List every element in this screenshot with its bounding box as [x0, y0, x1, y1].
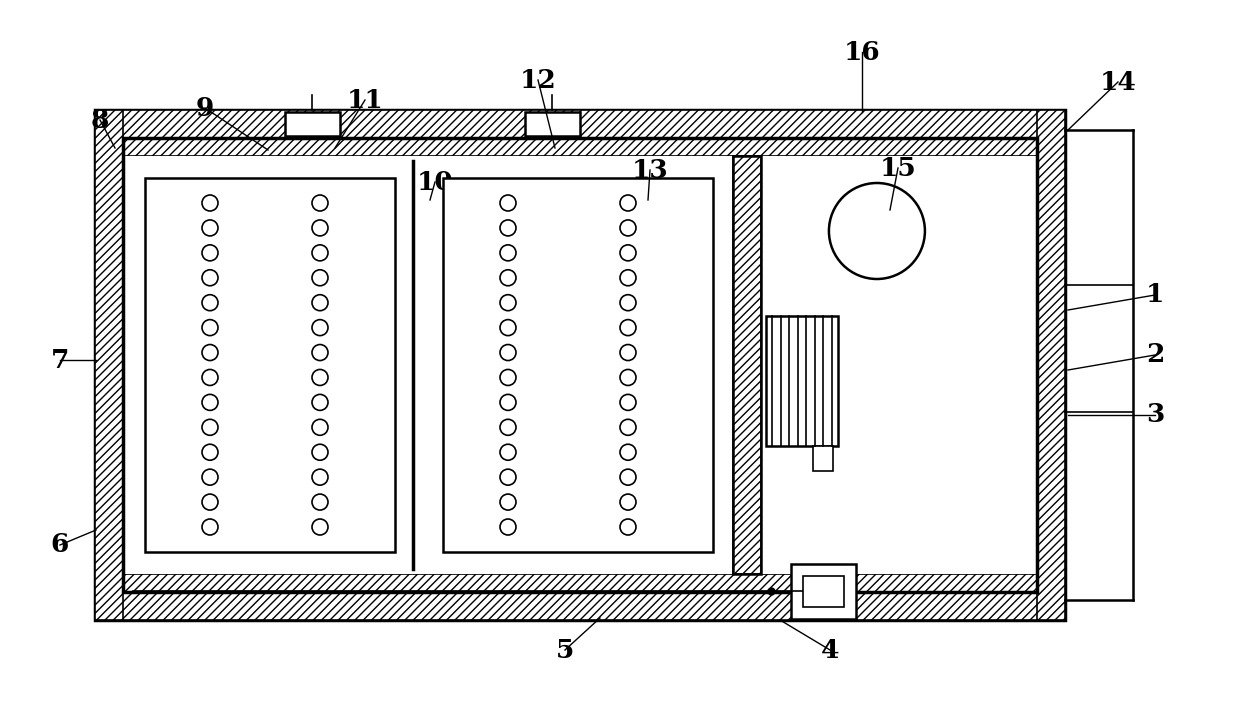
Bar	[1037, 110, 1065, 620]
Bar	[95, 110, 1065, 138]
Bar	[285, 112, 340, 136]
Bar	[95, 110, 123, 620]
Text: 2: 2	[1146, 343, 1164, 367]
Text: 5: 5	[556, 637, 574, 663]
Bar	[95, 592, 1065, 620]
Text: 4: 4	[821, 637, 839, 663]
Text: 9: 9	[196, 96, 215, 121]
Bar	[733, 156, 761, 574]
Text: 6: 6	[51, 532, 69, 558]
Text: 12: 12	[520, 68, 557, 92]
Bar	[123, 138, 1037, 156]
Text: 8: 8	[91, 107, 109, 133]
Bar	[791, 564, 856, 619]
Bar	[766, 316, 838, 446]
Text: 7: 7	[51, 348, 69, 372]
Text: 1: 1	[1146, 282, 1164, 308]
Text: 3: 3	[1146, 402, 1164, 428]
Text: 16: 16	[843, 39, 880, 65]
Bar	[443, 178, 713, 552]
Bar	[123, 156, 1037, 574]
Bar	[123, 574, 1037, 592]
Bar	[804, 576, 844, 607]
Bar	[95, 110, 1065, 620]
Bar	[813, 446, 833, 471]
Text: 11: 11	[347, 88, 383, 113]
Text: 10: 10	[417, 169, 454, 195]
Text: 14: 14	[1100, 70, 1136, 94]
Bar	[123, 138, 1037, 592]
Bar	[145, 178, 396, 552]
Bar	[525, 112, 580, 136]
Text: 15: 15	[879, 155, 916, 181]
Bar	[733, 156, 761, 574]
Text: 13: 13	[631, 158, 668, 182]
